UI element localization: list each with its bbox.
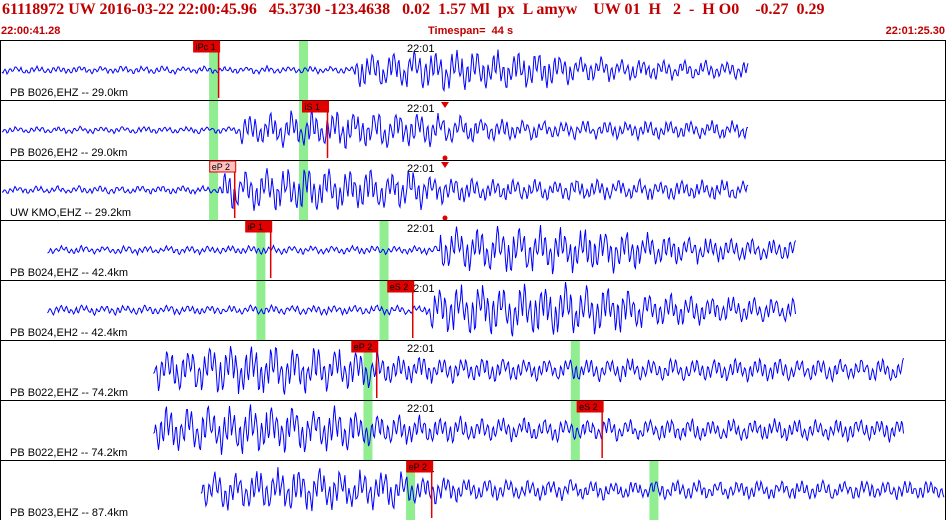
- seismogram-panel[interactable]: 22:01 PB B026,EHZ -- 29.0km iPc 1: [0, 40, 946, 101]
- station-label: PB B023,EHZ -- 87.4km: [10, 507, 128, 519]
- waveform-trace: [153, 404, 904, 455]
- phase-pick-marker[interactable]: iPc 1: [193, 40, 221, 98]
- waveform-trace: [1, 168, 749, 211]
- station-label: PB B026,EHZ -- 29.0km: [10, 87, 128, 99]
- amplitude-marker-top: [441, 102, 449, 108]
- station-label: PB B026,EH2 -- 29.0km: [10, 147, 127, 159]
- phase-pick-marker[interactable]: eP 2: [406, 460, 434, 518]
- amplitude-marker-top: [441, 162, 449, 168]
- pick-label: eS 2: [390, 282, 409, 292]
- seismogram-panel[interactable]: 22:01 PB B024,EHZ -- 42.4km iP 1: [0, 220, 946, 281]
- waveform-trace: [1, 49, 749, 93]
- pick-label: eP 2: [354, 342, 372, 352]
- pick-label: eP 2: [409, 462, 427, 472]
- pick-label: eS 2: [579, 402, 598, 412]
- waveform-trace: [200, 467, 945, 512]
- amplitude-marker-bottom: [442, 215, 448, 221]
- phase-window-band: [363, 341, 373, 400]
- event-header: 61118972 UW 2016-03-22 22:00:45.96 45.37…: [0, 0, 947, 26]
- seismogram-panel[interactable]: 22:01 UW KMO,EHZ -- 29.2km eP 2: [0, 160, 946, 221]
- pick-label: iP 1: [248, 222, 263, 232]
- phase-pick-marker[interactable]: eP 2: [351, 340, 379, 398]
- phase-window-band: [256, 221, 266, 280]
- phase-pick-marker[interactable]: eS 2: [387, 280, 415, 338]
- phase-window-band: [209, 101, 219, 160]
- minute-label: 22:01: [407, 43, 435, 55]
- minute-label: 22:01: [407, 163, 435, 175]
- phase-window-band: [299, 101, 309, 160]
- minute-label: 22:01: [407, 403, 435, 415]
- event-summary-title: 61118972 UW 2016-03-22 22:00:45.96 45.37…: [2, 1, 825, 18]
- panel-frame: [0, 220, 946, 281]
- station-label: UW KMO,EHZ -- 29.2km: [10, 207, 131, 219]
- waveform-trace: [153, 346, 904, 395]
- pick-label: iPc 1: [196, 42, 216, 52]
- station-label: PB B022,EH2 -- 74.2km: [10, 447, 127, 459]
- phase-window-band: [299, 161, 309, 220]
- station-label: PB B024,EHZ -- 42.4km: [10, 267, 128, 279]
- window-end-time: 22:01:25.30: [885, 25, 945, 37]
- seismogram-panel[interactable]: 22:01 PB B026,EH2 -- 29.0km iS 1: [0, 100, 946, 161]
- timespan-label: Timespan= 44 s: [428, 25, 514, 37]
- phase-window-band: [379, 281, 389, 340]
- window-start-time: 22:00:41.28: [1, 25, 61, 37]
- minute-label: 22:01: [407, 343, 435, 355]
- phase-pick-marker[interactable]: eS 2: [576, 400, 604, 458]
- phase-window-band: [570, 401, 580, 460]
- pick-label: eP 2: [212, 162, 230, 172]
- panel-frame: [0, 100, 946, 161]
- minute-label: 22:01: [407, 223, 435, 235]
- phase-window-band: [363, 401, 373, 460]
- phase-pick-marker[interactable]: iS 1: [302, 100, 330, 158]
- waveform-trace: [1, 109, 749, 150]
- station-label: PB B022,EHZ -- 74.2km: [10, 387, 128, 399]
- amplitude-marker-bottom: [442, 155, 448, 161]
- phase-pick-marker[interactable]: iP 1: [245, 220, 273, 278]
- station-label: PB B024,EH2 -- 42.4km: [10, 327, 127, 339]
- panel-frame: [0, 160, 946, 221]
- waveform-trace: [47, 224, 796, 275]
- pick-label: iS 1: [305, 102, 321, 112]
- seismogram-panel[interactable]: 22:01 PB B022,EH2 -- 74.2km eS 2: [0, 400, 946, 461]
- panel-frame: [0, 40, 946, 101]
- phase-pick-marker[interactable]: eP 2: [209, 160, 237, 218]
- minute-label: 22:01: [407, 103, 435, 115]
- seismogram-panel[interactable]: 22:01 PB B022,EHZ -- 74.2km eP 2: [0, 340, 946, 401]
- waveform-trace: [47, 281, 796, 337]
